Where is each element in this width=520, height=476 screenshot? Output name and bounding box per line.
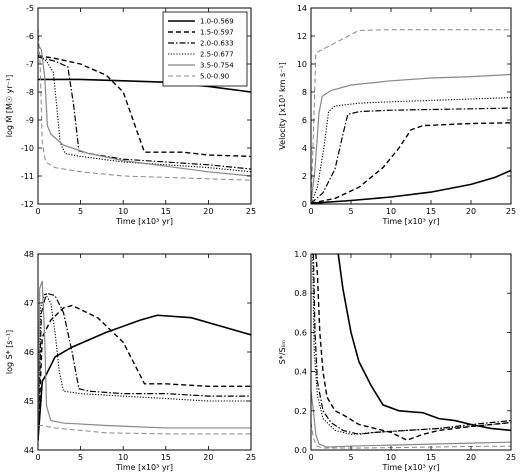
x-tick-label: 5: [348, 207, 353, 216]
y-tick-label: 4: [302, 144, 307, 153]
legend-entry: 2.0-0.633: [200, 40, 234, 48]
legend-entry: 5.0-0.90: [200, 73, 229, 81]
axes-frame-ratio: [310, 253, 512, 451]
legend-entry: 1.0-0.569: [200, 18, 234, 26]
series-line-ionizing-3: [38, 292, 251, 441]
x-tick-label: 25: [506, 207, 516, 216]
x-tick-label: 0: [35, 453, 40, 462]
x-tick-label: 10: [386, 207, 396, 216]
series-line-mdot-5: [38, 44, 251, 177]
y-tick-label: -8: [26, 88, 34, 97]
y-axis-label: log Ṁ [M☉ yr⁻¹]: [4, 75, 14, 138]
y-axis-label: log S* [s⁻¹]: [5, 330, 14, 374]
y-tick-label: -7: [26, 60, 34, 69]
y-tick-label: 0.2: [294, 407, 307, 416]
y-tick-label: -5: [26, 4, 34, 13]
series-line-mdot-1: [38, 78, 251, 93]
y-tick-label: -10: [21, 144, 34, 153]
series-line-mdot-3: [38, 56, 251, 170]
x-tick-label: 20: [466, 453, 476, 462]
series-line-ratio-5: [311, 391, 511, 448]
y-tick-label: -11: [21, 172, 34, 181]
x-axis-label: Time [x10³ yr]: [381, 463, 439, 472]
series-line-velocity-3: [311, 107, 511, 204]
series-line-ionizing-1: [38, 314, 251, 441]
series-line-mdot-4: [38, 55, 251, 173]
x-tick-label: 5: [348, 453, 353, 462]
y-tick-label: 12: [297, 32, 307, 41]
y-tick-label: 2: [302, 172, 307, 181]
y-tick-label: 0.8: [294, 289, 307, 298]
y-tick-label: 1.0: [294, 250, 307, 259]
x-axis-label: Time [x10³ yr]: [115, 463, 173, 472]
y-tick-label: 10: [297, 60, 307, 69]
x-tick-label: 20: [203, 453, 213, 462]
y-tick-label: 48: [24, 250, 34, 259]
y-tick-label: 0.6: [294, 328, 307, 337]
y-tick-label: 8: [302, 88, 307, 97]
legend-entry: 2.5-0.677: [200, 51, 234, 59]
y-tick-label: 6: [302, 116, 307, 125]
y-tick-label: -9: [26, 116, 34, 125]
x-tick-label: 10: [118, 207, 128, 216]
x-tick-label: 20: [466, 207, 476, 216]
y-tick-label: 45: [24, 397, 34, 406]
series-line-ratio-4: [312, 254, 511, 435]
y-tick-label: 0.0: [294, 446, 307, 455]
y-axis-label: S*/Sₗᵢₘ: [278, 340, 287, 365]
x-tick-label: 15: [426, 453, 436, 462]
series-line-ionizing-6: [38, 425, 251, 435]
y-tick-label: 44: [24, 446, 34, 455]
x-tick-label: 25: [506, 453, 516, 462]
x-axis-label: Time [x10³ yr]: [381, 217, 439, 226]
y-tick-label: 0.4: [294, 368, 307, 377]
x-tick-label: 0: [308, 207, 313, 216]
axes-frame-mdot: [37, 7, 252, 205]
y-tick-label: -12: [21, 200, 34, 209]
panel-velocity: 0 5 10 15 20 25 0 2 4 6 8 10 12 14 Time [x10³ yr] Veloc…: [278, 4, 516, 226]
series-line-velocity-2: [311, 122, 511, 204]
x-tick-label: 0: [308, 453, 313, 462]
y-tick-label: -6: [26, 32, 34, 41]
panel-ratio: 0 5 10 15 20 25 0.0 0.2 0.4 0.6 0.8 1.0 Time [x10³ y…: [278, 250, 516, 472]
legend-entry: 1.5-0.597: [200, 29, 234, 37]
y-tick-label: 0: [302, 200, 307, 209]
x-tick-label: 25: [246, 453, 256, 462]
x-tick-label: 20: [203, 207, 213, 216]
panel-ionizing: 0 5 10 15 20 25 44 45 46 47 48 Time [x10³ yr] log S*…: [5, 250, 256, 472]
x-tick-label: 5: [78, 207, 83, 216]
legend: 1.0-0.569 1.5-0.597 2.0-0.633 2.5-0.677 3.5-…: [162, 11, 248, 87]
x-tick-label: 10: [118, 453, 128, 462]
axes-frame-ionizing: [37, 253, 252, 451]
series-line-velocity-4: [311, 97, 511, 204]
series-line-ratio-2: [315, 254, 511, 441]
y-tick-label: 46: [24, 348, 34, 357]
x-tick-label: 5: [78, 453, 83, 462]
series-line-ratio-3: [312, 254, 511, 435]
x-tick-label: 25: [246, 207, 256, 216]
y-axis-label: Velocity [x10³ km s⁻¹]: [278, 62, 287, 149]
y-tick-label: 14: [297, 4, 307, 13]
x-tick-label: 10: [386, 453, 396, 462]
series-line-mdot-2: [38, 54, 251, 158]
series-line-velocity-5: [311, 73, 511, 204]
series-line-ionizing-2: [38, 304, 251, 441]
axes-frame-velocity: [310, 7, 512, 205]
series-line-velocity-1: [311, 169, 511, 204]
panel-mdot: 0 5 10 15 20 25 -12 -11 -10 -9 -8 -7 -6 -5 Time [x10³ …: [4, 4, 256, 226]
y-tick-label: 47: [24, 299, 34, 308]
x-tick-label: 15: [161, 453, 171, 462]
x-tick-label: 15: [161, 207, 171, 216]
x-tick-label: 15: [426, 207, 436, 216]
series-line-ratio-1: [337, 254, 511, 432]
legend-entry: 3.5-0.754: [200, 62, 234, 70]
x-tick-label: 0: [35, 207, 40, 216]
x-axis-label: Time [x10³ yr]: [115, 217, 173, 226]
series-line-velocity-6: [311, 29, 511, 204]
series-line-ionizing-5: [38, 280, 251, 441]
series-line-ionizing-4: [38, 291, 251, 441]
series-line-mdot-6: [38, 27, 251, 181]
